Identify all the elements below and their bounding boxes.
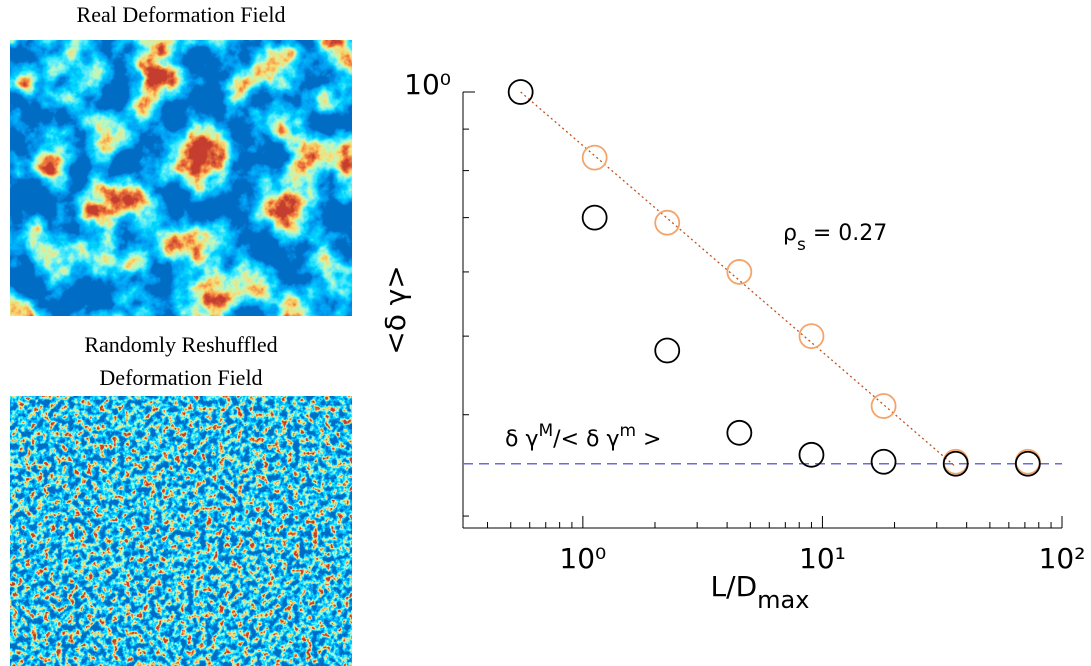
annotation: δ γM/< δ γm >: [505, 421, 661, 452]
annotation: ρs = 0.27: [783, 221, 887, 255]
fit-line: [520, 91, 957, 468]
field-image: [10, 396, 352, 666]
point: [581, 204, 608, 231]
y-tick-label: 10⁰: [404, 68, 451, 101]
annotation-part: = 0.27: [806, 221, 887, 246]
annotation-part: δ γ: [505, 427, 538, 452]
point: [654, 337, 681, 364]
point: [581, 144, 608, 171]
panel-title: Randomly Reshuffled: [84, 332, 277, 357]
point: [726, 259, 753, 285]
point: [798, 441, 825, 468]
annotation-sub: s: [797, 235, 806, 255]
point: [870, 393, 897, 419]
point: [654, 209, 681, 236]
field-image: [10, 40, 352, 316]
x-axis-label: L/Dmax: [711, 570, 810, 614]
annotation-part: /< δ γ: [553, 427, 619, 452]
point: [870, 448, 897, 475]
annotation-sup: m: [619, 421, 636, 441]
panel-title: Deformation Field: [99, 365, 262, 390]
point: [942, 450, 969, 477]
point: [798, 323, 825, 350]
annotation-part: ρ: [783, 221, 797, 246]
x-tick-label: 10⁰: [559, 542, 606, 575]
plot: [462, 92, 1062, 529]
point: [507, 79, 534, 105]
point: [942, 448, 969, 475]
point: [1014, 448, 1041, 475]
y-axis-label: <δ γ>: [379, 265, 412, 355]
point: [726, 419, 753, 446]
panel-title: Real Deformation Field: [77, 2, 286, 27]
x-axis-label-main: L/D: [711, 570, 758, 603]
point: [1014, 450, 1041, 477]
x-axis-label-sub: max: [757, 586, 809, 614]
annotation-part: >: [636, 427, 661, 452]
annotation-sup: M: [538, 421, 553, 441]
x-tick-label: 10²: [1039, 542, 1086, 575]
x-tick-label: 10¹: [799, 542, 846, 575]
